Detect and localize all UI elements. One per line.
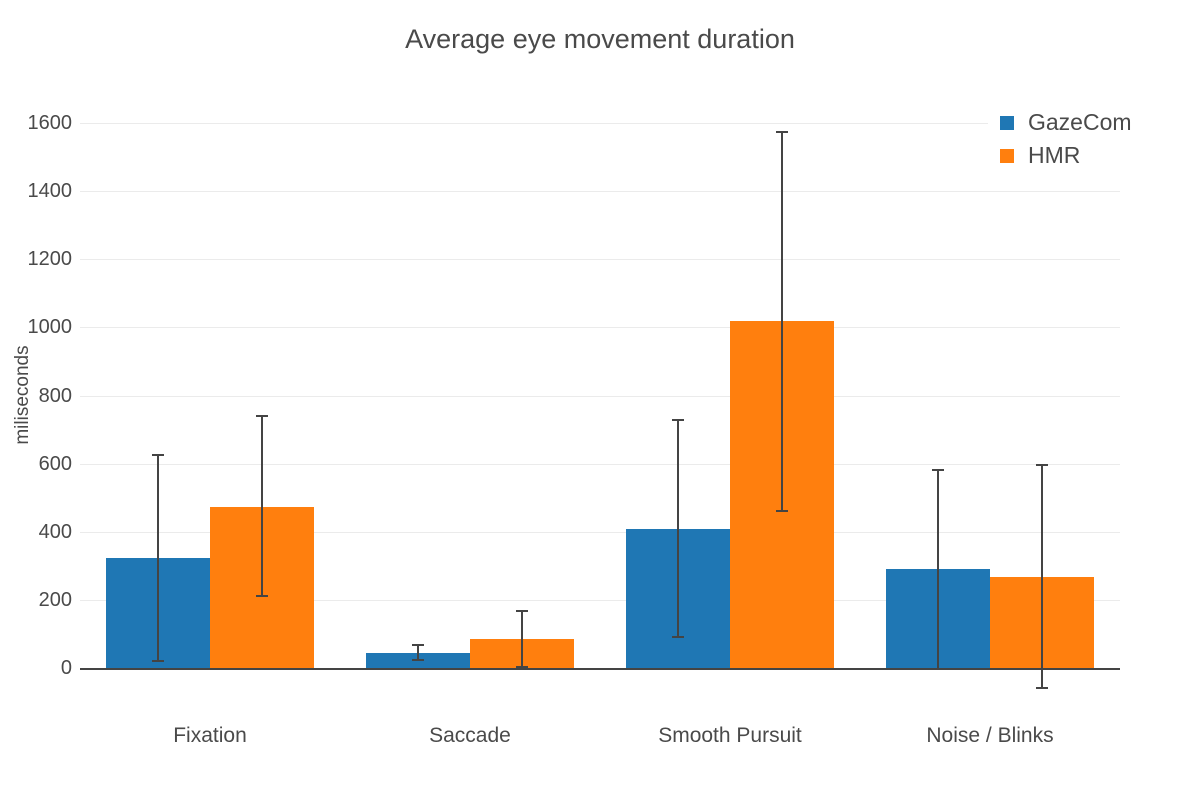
- y-tick-label-200: 200: [38, 589, 72, 612]
- error-cap: [256, 414, 268, 417]
- error-stem: [1041, 464, 1043, 689]
- error-bar-hmr-noise-blinks: [1036, 464, 1048, 689]
- error-cap: [516, 609, 528, 612]
- gridline-1000: [80, 327, 1120, 329]
- x-axis-line: [80, 667, 1120, 670]
- error-cap: [1036, 686, 1048, 689]
- error-cap: [672, 636, 684, 639]
- legend-item-gazecom[interactable]: GazeCom: [1000, 106, 1132, 139]
- legend-swatch-hmr-icon: [1000, 148, 1014, 163]
- y-tick-label-800: 800: [38, 384, 72, 407]
- error-stem: [937, 469, 939, 670]
- y-tick-label-600: 600: [38, 452, 72, 475]
- error-cap: [256, 595, 268, 598]
- error-stem: [677, 419, 679, 639]
- error-cap: [152, 453, 164, 456]
- gridline-1600: [80, 122, 1120, 124]
- y-tick-label-1000: 1000: [27, 316, 73, 339]
- gridline-400: [80, 531, 1120, 533]
- gridline-800: [80, 395, 1120, 397]
- error-cap: [152, 660, 164, 663]
- error-bar-gazecom-saccade: [412, 644, 424, 661]
- x-tick-label-fixation: Fixation: [173, 724, 247, 747]
- error-cap: [932, 667, 944, 670]
- y-tick-label-1400: 1400: [27, 179, 73, 202]
- legend: GazeCom HMR: [988, 101, 1148, 177]
- error-stem: [417, 644, 419, 661]
- error-bar-hmr-saccade: [516, 609, 528, 669]
- error-stem: [261, 414, 263, 598]
- y-tick-label-1600: 1600: [27, 111, 73, 134]
- error-stem: [781, 130, 783, 512]
- error-bar-gazecom-noise-blinks: [932, 469, 944, 670]
- error-cap: [412, 644, 424, 647]
- x-tick-label-noise-blinks: Noise / Blinks: [926, 724, 1054, 747]
- gridline-1400: [80, 190, 1120, 192]
- error-stem: [157, 453, 159, 663]
- gridline-600: [80, 463, 1120, 465]
- error-bar-gazecom-fixation: [152, 453, 164, 663]
- chart-title: Average eye movement duration: [405, 24, 795, 54]
- error-cap: [932, 469, 944, 472]
- y-tick-label-0: 0: [60, 657, 72, 680]
- x-tick-label-smooth-pursuit: Smooth Pursuit: [658, 724, 802, 747]
- error-cap: [776, 509, 788, 512]
- x-tick-label-saccade: Saccade: [429, 724, 511, 747]
- error-cap: [672, 419, 684, 422]
- y-tick-label-1200: 1200: [27, 248, 73, 271]
- error-bar-hmr-smooth-pursuit: [776, 130, 788, 512]
- error-cap: [776, 130, 788, 133]
- error-bar-hmr-fixation: [256, 414, 268, 598]
- error-cap: [412, 658, 424, 661]
- error-bar-gazecom-smooth-pursuit: [672, 419, 684, 639]
- legend-label-gazecom: GazeCom: [1028, 109, 1132, 135]
- legend-swatch-gazecom-icon: [1000, 115, 1014, 130]
- legend-label-hmr: HMR: [1028, 142, 1081, 168]
- error-stem: [521, 609, 523, 669]
- gridline-200: [80, 600, 1120, 602]
- gridline-1200: [80, 259, 1120, 261]
- error-cap: [1036, 464, 1048, 467]
- y-tick-label-400: 400: [38, 520, 72, 543]
- legend-item-hmr[interactable]: HMR: [1000, 139, 1132, 172]
- error-cap: [516, 666, 528, 669]
